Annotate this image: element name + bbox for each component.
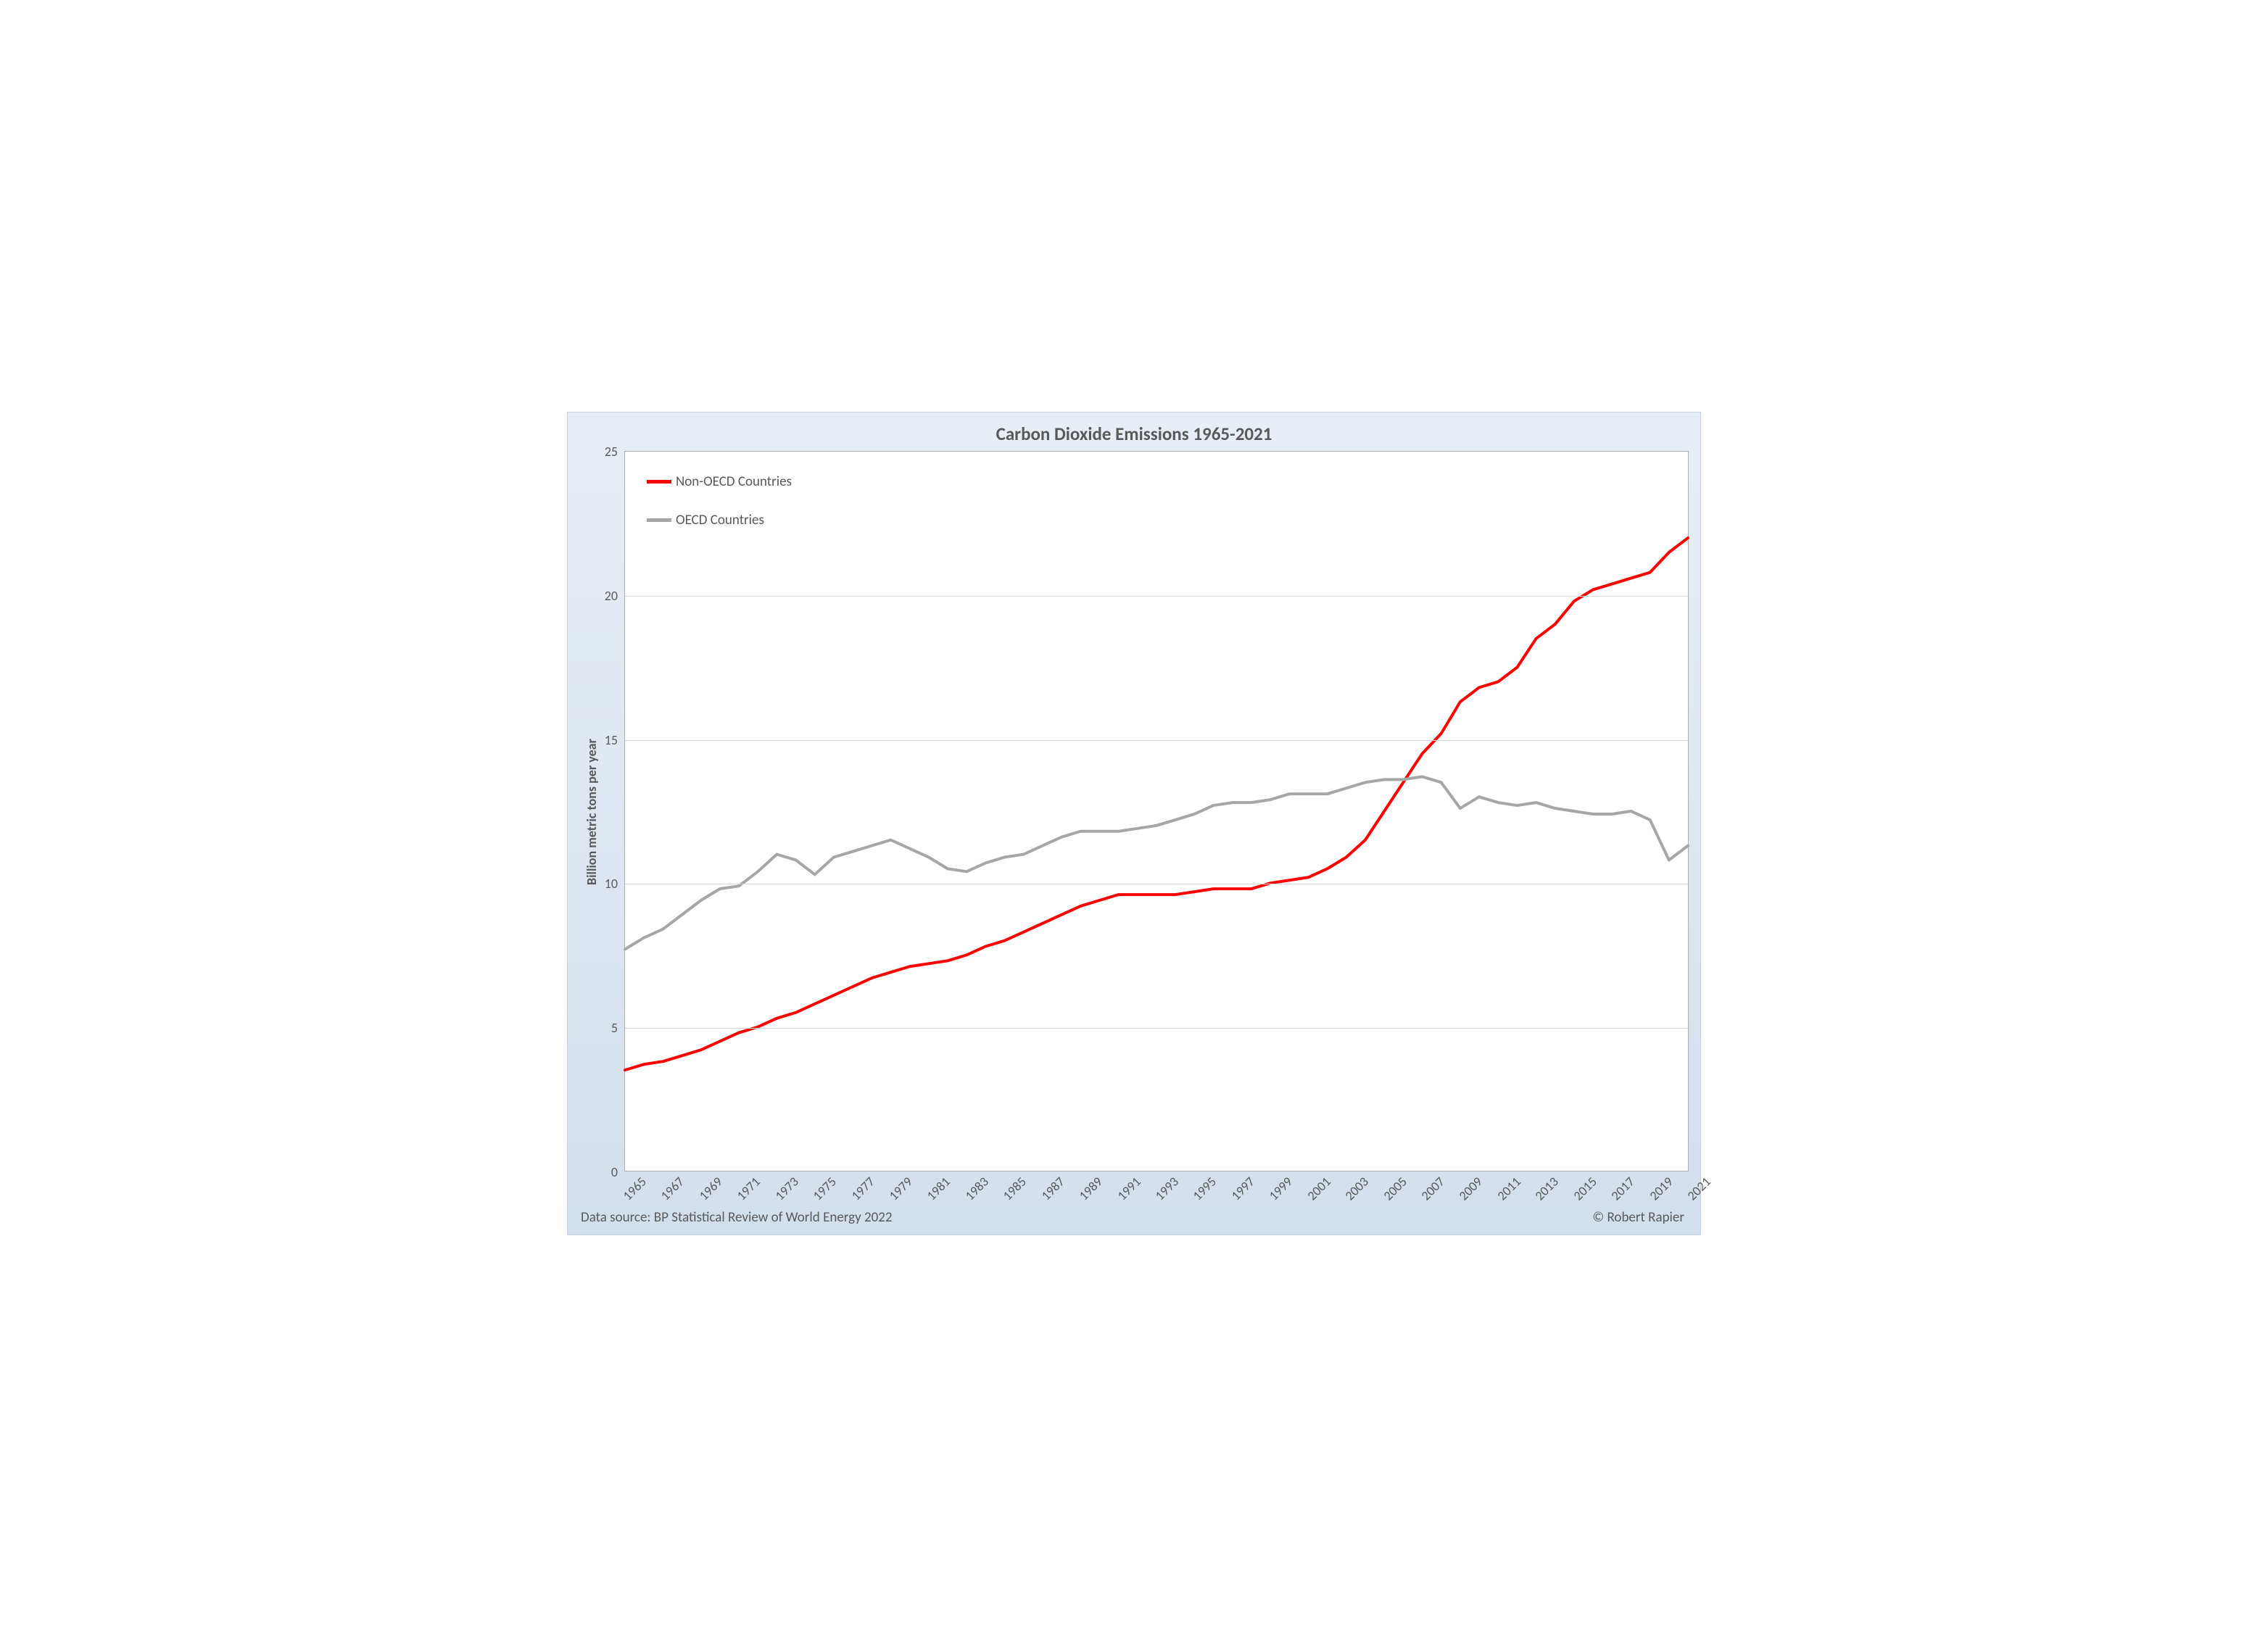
x-tick-label: 1995 [1190, 1174, 1220, 1203]
x-tick-label: 1997 [1228, 1174, 1257, 1203]
x-tick-label: 2009 [1456, 1174, 1486, 1203]
legend: Non-OECD Countries OECD Countries [647, 473, 792, 550]
data-source-label: Data source: BP Statistical Review of Wo… [581, 1209, 893, 1226]
x-tick-label: 1989 [1076, 1174, 1106, 1203]
y-tick-label: 15 [605, 732, 618, 748]
x-tick-label: 2007 [1418, 1174, 1447, 1203]
series-line [625, 776, 1688, 949]
x-tick-label: 1967 [658, 1174, 687, 1203]
x-tick-label: 2001 [1304, 1174, 1333, 1203]
gridline [625, 596, 1688, 597]
gridline [625, 740, 1688, 741]
x-tick-label: 2019 [1646, 1174, 1676, 1203]
x-tick-label: 2005 [1380, 1174, 1410, 1203]
x-tick-label: 1975 [810, 1174, 840, 1203]
y-tick-label: 0 [611, 1164, 618, 1180]
x-tick-label: 2015 [1570, 1174, 1599, 1203]
legend-label: OECD Countries [676, 512, 764, 528]
x-tick-label: 1977 [848, 1174, 877, 1203]
x-tick-label: 1965 [619, 1174, 649, 1203]
gridline [625, 1028, 1688, 1029]
x-tick-label: 1999 [1266, 1174, 1296, 1203]
x-tick-label: 1969 [695, 1174, 725, 1203]
chart-title: Carbon Dioxide Emissions 1965-2021 [568, 423, 1700, 445]
x-tick-label: 2011 [1494, 1174, 1523, 1203]
legend-swatch [647, 518, 671, 522]
y-axis-label: Billion metric tons per year [584, 725, 600, 899]
x-tick-label: 1973 [771, 1174, 801, 1203]
x-tick-label: 2017 [1608, 1174, 1638, 1203]
plot-area: Non-OECD CountriesOECD Countries 0510152… [624, 451, 1689, 1171]
x-tick-label: 1981 [924, 1174, 953, 1203]
x-tick-label: 2021 [1684, 1174, 1713, 1203]
y-tick-label: 25 [605, 444, 618, 460]
x-tick-label: 1985 [1000, 1174, 1030, 1203]
legend-item: OECD Countries [647, 512, 792, 528]
legend-swatch [647, 480, 671, 484]
y-tick-label: 20 [605, 588, 618, 604]
x-tick-label: 1991 [1114, 1174, 1143, 1203]
x-tick-label: 1993 [1151, 1174, 1181, 1203]
y-tick-label: 5 [611, 1020, 618, 1036]
legend-item: Non-OECD Countries [647, 473, 792, 490]
chart-container: Carbon Dioxide Emissions 1965-2021 Non-O… [567, 412, 1701, 1235]
y-tick-label: 10 [605, 876, 618, 892]
x-tick-label: 2003 [1342, 1174, 1372, 1203]
x-tick-label: 2013 [1532, 1174, 1562, 1203]
x-tick-label: 1987 [1038, 1174, 1067, 1203]
chart-lines [625, 452, 1688, 1171]
copyright-label: © Robert Rapier [1592, 1209, 1684, 1226]
x-tick-label: 1971 [734, 1174, 763, 1203]
legend-label: Non-OECD Countries [676, 473, 792, 490]
x-tick-label: 1979 [885, 1174, 915, 1203]
x-tick-label: 1983 [961, 1174, 991, 1203]
